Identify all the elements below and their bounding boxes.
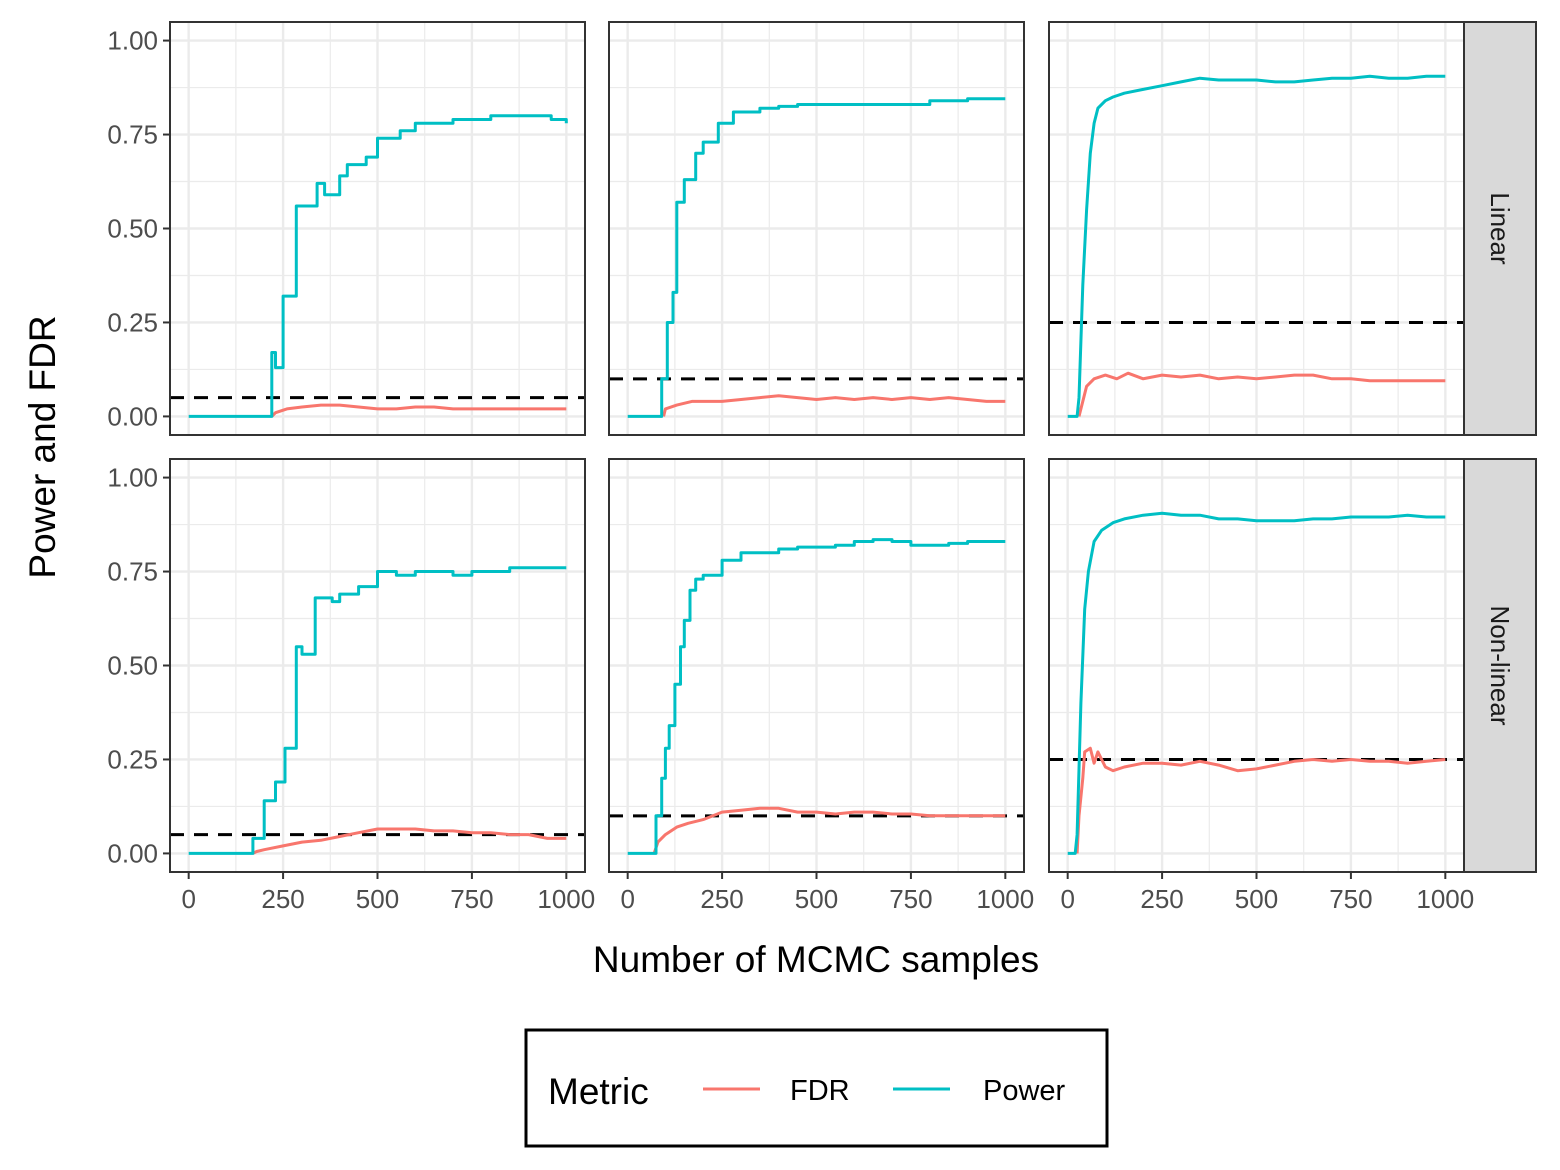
row-strips: Linear Non-linear	[1463, 21, 1537, 873]
series-line-power	[1067, 511, 1446, 855]
legend-title: Metric	[548, 1071, 649, 1112]
series-line-fdr	[652, 806, 1006, 854]
x-tick-label: 1000	[537, 884, 595, 914]
series-line-fdr	[270, 403, 567, 418]
series-line-power	[627, 538, 1006, 855]
panel-1-1	[608, 458, 1025, 873]
strip-box	[1463, 458, 1537, 873]
y-tick-label: 0.50	[107, 214, 158, 244]
y-tick-label: 1.00	[107, 463, 158, 493]
x-tick-label: 500	[356, 884, 399, 914]
strip-label: Linear	[1485, 192, 1515, 265]
panel-1-0	[169, 458, 586, 873]
panel-0-0	[169, 21, 586, 436]
y-tick-label: 0.75	[107, 557, 158, 587]
chart-panels	[169, 21, 1465, 873]
strip-label: Non-linear	[1485, 606, 1515, 726]
legend-label-power: Power	[983, 1075, 1066, 1107]
y-tick-label: 1.00	[107, 26, 158, 56]
y-tick-label: 0.00	[107, 838, 158, 868]
legend: Metric FDR Power	[524, 1028, 1109, 1148]
series-line-fdr	[662, 394, 1006, 417]
y-tick-label: 0.50	[107, 651, 158, 681]
series-line-fdr	[1075, 746, 1446, 854]
x-tick-label: 0	[620, 884, 634, 914]
x-tick-label: 1000	[1416, 884, 1474, 914]
x-tick-label: 0	[181, 884, 195, 914]
x-axis-title: Number of MCMC samples	[593, 939, 1039, 980]
y-tick-label: 0.25	[107, 307, 158, 337]
x-tick-label: 250	[1140, 884, 1183, 914]
x-tick-label: 1000	[976, 884, 1034, 914]
x-tick-label: 750	[889, 884, 932, 914]
axis-ticks: 0.00 0.25 0.50 0.75 1.00 0.00 0.25 0.50 0.75 1.00…	[107, 26, 1474, 914]
x-tick-label: 500	[1235, 884, 1278, 914]
series-line-fdr	[252, 827, 567, 855]
x-tick-label: 750	[450, 884, 493, 914]
y-tick-label: 0.25	[107, 744, 158, 774]
series-line-power	[627, 97, 1006, 418]
panel-0-1	[608, 21, 1025, 436]
x-tick-label: 500	[795, 884, 838, 914]
series-line-power	[188, 114, 568, 418]
y-axis-title: Power and FDR	[22, 315, 63, 578]
x-tick-label: 750	[1329, 884, 1372, 914]
x-tick-label: 0	[1060, 884, 1074, 914]
x-tick-label: 250	[261, 884, 304, 914]
panel-1-2	[1048, 458, 1465, 873]
legend-label-fdr: FDR	[790, 1075, 850, 1107]
series-line-power	[188, 566, 567, 855]
x-tick-label: 250	[700, 884, 743, 914]
panel-border	[608, 21, 1025, 436]
legend-box	[524, 1028, 1109, 1148]
panel-0-2	[1048, 21, 1465, 436]
y-tick-label: 0.75	[107, 120, 158, 150]
series-line-power	[1067, 74, 1446, 418]
series-line-fdr	[1077, 371, 1446, 417]
y-tick-label: 0.00	[107, 401, 158, 431]
strip-box	[1463, 21, 1537, 436]
